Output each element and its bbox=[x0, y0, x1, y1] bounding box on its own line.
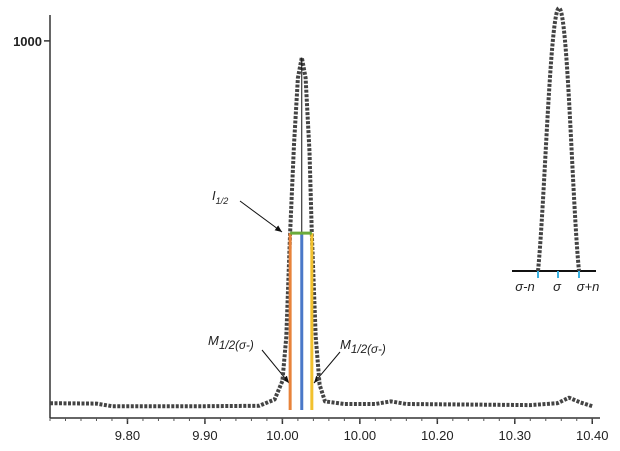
annotation: M1/2(σ-) bbox=[340, 337, 386, 356]
x-tick-label: 9.90 bbox=[192, 428, 217, 443]
annotation-sub: 1/2 bbox=[216, 196, 229, 206]
annotation: I1/2 bbox=[212, 188, 228, 206]
x-tick-label: 10.20 bbox=[421, 428, 454, 443]
x-tick-label: 10.00 bbox=[266, 428, 299, 443]
x-tick-label: 9.80 bbox=[115, 428, 140, 443]
arrow bbox=[239, 200, 283, 233]
annotation-main: I bbox=[212, 188, 216, 203]
y-tick-label: 1000 bbox=[13, 34, 42, 49]
line bbox=[49, 55, 593, 409]
annotation-main: M bbox=[340, 337, 351, 352]
annotation-main: M bbox=[208, 333, 219, 348]
inset-peak bbox=[536, 5, 581, 272]
annotation: M1/2(σ-) bbox=[208, 333, 254, 352]
inset-label: σ-n bbox=[515, 279, 534, 294]
annotation-sub: 1/2(σ-) bbox=[219, 339, 254, 352]
x-tick-label: 10.40 bbox=[576, 428, 609, 443]
inset: σ-n σ σ+n bbox=[512, 5, 600, 294]
x-tick-label: 10.30 bbox=[499, 428, 532, 443]
inset-label: σ+n bbox=[577, 279, 600, 294]
annotation-sub: 1/2(σ-) bbox=[351, 343, 386, 356]
inset-label: σ bbox=[553, 279, 562, 294]
x-tick-label: 10.00 bbox=[344, 428, 377, 443]
